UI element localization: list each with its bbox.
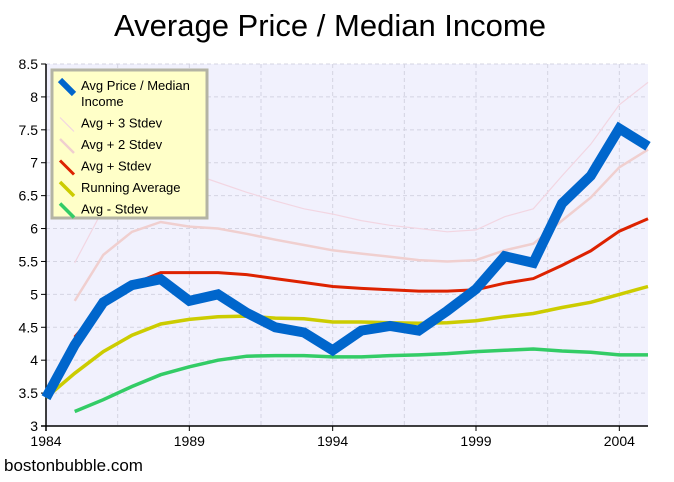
legend-label: Avg + 3 Stdev xyxy=(81,116,163,131)
x-tick-label: 1984 xyxy=(30,433,61,449)
legend-label: Avg + Stdev xyxy=(81,159,152,174)
legend-label: Avg Price / Median xyxy=(81,78,190,93)
legend-label: Avg - Stdev xyxy=(81,202,148,217)
y-tick-label: 6.5 xyxy=(19,188,39,204)
y-tick-label: 5 xyxy=(30,286,38,302)
site-credit: bostonbubble.com xyxy=(4,456,143,475)
legend-swatch xyxy=(58,180,76,198)
legend-label: Running Average xyxy=(81,180,181,195)
legend-swatch xyxy=(58,202,76,219)
series-line-avg-stdev xyxy=(73,217,649,339)
series-line-avg-price-median-income xyxy=(41,121,651,401)
legend-label: Avg + 2 Stdev xyxy=(81,137,163,152)
legend-swatch xyxy=(59,117,75,132)
legend-swatch xyxy=(59,138,75,154)
chart-title: Average Price / Median Income xyxy=(114,8,546,43)
y-tick-label: 7 xyxy=(30,155,38,171)
legend-box xyxy=(50,68,209,220)
y-tick-label: 4 xyxy=(30,352,38,368)
y-tick-label: 6 xyxy=(30,221,38,237)
legend-label: Income xyxy=(81,94,124,109)
y-tick-label: 7.5 xyxy=(19,122,39,138)
series-line-running-average xyxy=(44,284,649,400)
x-tick-label: 1999 xyxy=(460,433,491,449)
series-line-avg-stdev xyxy=(74,347,648,414)
x-tick-label: 1989 xyxy=(174,433,205,449)
legend-swatch xyxy=(58,159,76,176)
x-tick-label: 1994 xyxy=(317,433,348,449)
y-tick-label: 4.5 xyxy=(19,319,39,335)
y-tick-label: 8 xyxy=(30,89,38,105)
legend-swatch xyxy=(57,77,77,97)
y-tick-label: 5.5 xyxy=(19,253,39,269)
x-tick-label: 2004 xyxy=(604,433,635,449)
y-tick-label: 3 xyxy=(30,418,38,434)
y-tick-label: 8.5 xyxy=(19,56,39,72)
y-tick-label: 3.5 xyxy=(19,385,39,401)
